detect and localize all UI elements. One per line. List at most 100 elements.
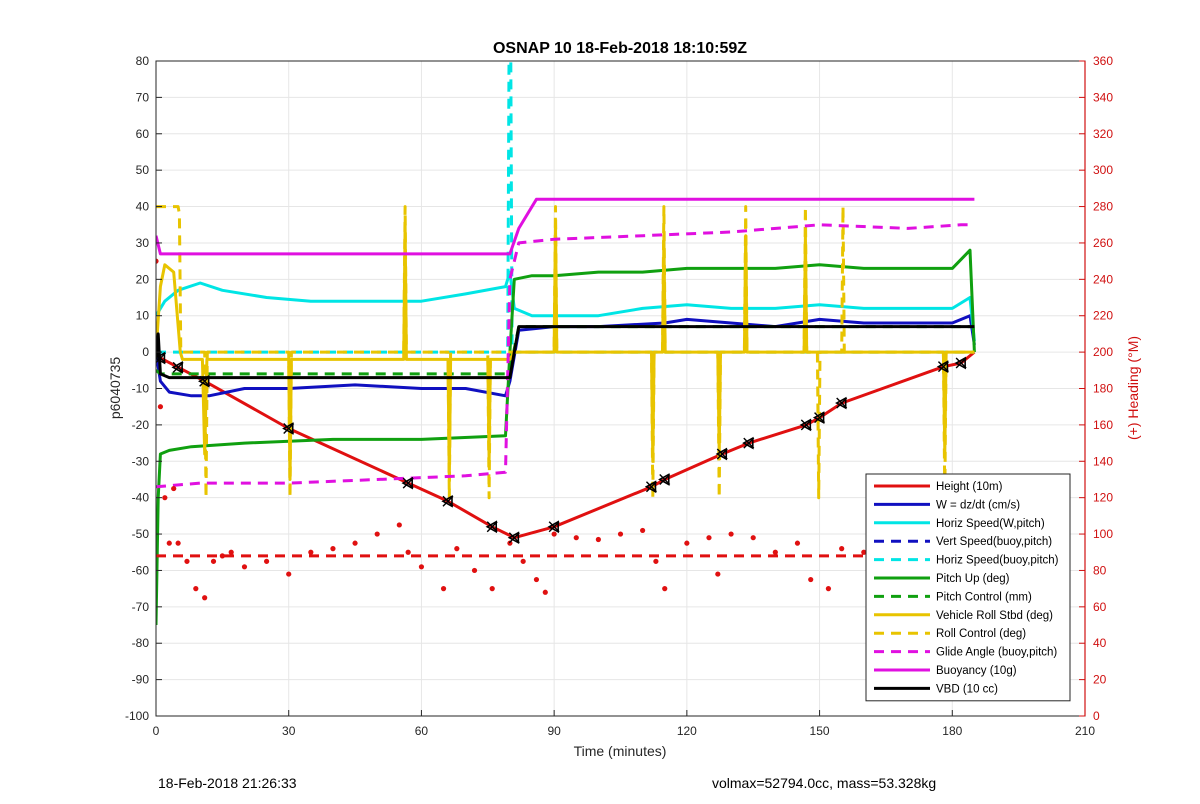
heading-point — [454, 546, 460, 552]
plot-area — [156, 61, 978, 626]
heading-point — [352, 540, 358, 546]
heading-point — [653, 558, 659, 564]
legend-label: Vert Speed(buoy,pitch) — [936, 536, 1052, 548]
height-marker — [715, 447, 728, 461]
y-right-tick-label: 160 — [1093, 418, 1113, 432]
heading-point — [825, 586, 832, 592]
heading-point — [489, 586, 495, 592]
x-tick-label: 180 — [942, 724, 962, 738]
series-line-buoyancy-10g — [156, 197, 975, 256]
heading-point — [210, 558, 217, 564]
y-left-tick-label: -40 — [132, 491, 150, 505]
legend-label: VBD (10 cc) — [936, 683, 998, 695]
y-left-tick-label: 60 — [136, 127, 150, 141]
height-marker — [198, 374, 211, 388]
heading-point — [330, 546, 336, 552]
height-marker — [742, 436, 755, 450]
legend-label: Horiz Speed(W,pitch) — [936, 518, 1045, 530]
series-line-roll-control-deg — [156, 205, 975, 500]
heading-point — [684, 540, 690, 546]
y-right-tick-label: 360 — [1093, 54, 1113, 68]
heading-point — [706, 535, 712, 541]
height-marker — [401, 476, 414, 490]
y-right-tick-label: 220 — [1093, 309, 1113, 323]
heading-point — [715, 571, 721, 577]
x-tick-label: 120 — [677, 724, 697, 738]
heading-point — [396, 522, 402, 528]
y-right-tick-label: 340 — [1093, 90, 1113, 104]
series-line-height-10m — [156, 350, 976, 540]
chart-title: OSNAP 10 18-Feb-2018 18:10:59Z — [493, 40, 747, 57]
heading-point — [662, 586, 668, 592]
series-line-pitch-up-deg — [156, 248, 976, 626]
heading-point — [263, 558, 270, 564]
y-left-tick-label: 70 — [136, 90, 150, 104]
y-left-tick-label: 80 — [136, 54, 150, 68]
legend-label: Buoyancy (10g) — [936, 665, 1017, 677]
y-right-tick-label: 60 — [1093, 600, 1107, 614]
y-left-tick-label: -50 — [132, 527, 150, 541]
heading-point — [794, 540, 801, 546]
legend-label: Vehicle Roll Stbd (deg) — [936, 610, 1053, 622]
y-axis-right-label: (+) Heading (°M) — [1125, 336, 1141, 440]
legend-label: Height (10m) — [936, 481, 1003, 493]
y-axis-left-label: p6040735 — [107, 357, 123, 420]
series-line-glide-angle-buoy-pitch — [156, 223, 975, 489]
heading-point — [308, 549, 314, 555]
height-marker — [547, 520, 560, 534]
y-axis-left: -100-90-80-70-60-50-40-30-20-10010203040… — [125, 54, 162, 723]
heading-point — [551, 531, 557, 537]
y-right-tick-label: 240 — [1093, 272, 1113, 286]
legend-label: Roll Control (deg) — [936, 628, 1026, 640]
x-tick-label: 0 — [153, 724, 160, 738]
heading-point — [405, 549, 411, 555]
height-marker — [441, 494, 454, 508]
y-right-tick-label: 80 — [1093, 563, 1107, 577]
heading-point — [839, 546, 845, 552]
legend-label: Pitch Control (mm) — [936, 591, 1032, 603]
legend-label: Horiz Speed(buoy,pitch) — [936, 555, 1059, 567]
y-left-tick-label: -80 — [132, 636, 150, 650]
y-right-tick-label: 260 — [1093, 236, 1113, 250]
x-tick-label: 90 — [547, 724, 561, 738]
heading-point — [418, 564, 425, 570]
y-right-tick-label: 320 — [1093, 127, 1113, 141]
y-left-tick-label: 30 — [136, 236, 150, 250]
y-right-tick-label: 140 — [1093, 454, 1113, 468]
heading-point — [471, 567, 478, 574]
y-left-tick-label: 10 — [136, 309, 150, 323]
heading-point — [728, 531, 734, 537]
series-line-vbd-10-cc — [156, 325, 975, 380]
y-right-tick-label: 0 — [1093, 709, 1100, 723]
height-marker — [171, 360, 184, 374]
series-line-horiz-speed-w-pitch — [156, 270, 976, 342]
heading-point — [171, 485, 177, 492]
y-right-tick-label: 20 — [1093, 673, 1107, 687]
heading-point — [750, 535, 756, 541]
heading-point — [166, 540, 172, 546]
y-left-tick-label: -70 — [132, 600, 150, 614]
legend-label: W = dz/dt (cm/s) — [936, 499, 1020, 511]
heading-point — [241, 564, 248, 570]
footer-vehicle-info: volmax=52794.0cc, mass=53.328kg — [712, 775, 937, 791]
height-marker — [485, 520, 498, 534]
heading-point — [595, 536, 601, 543]
y-left-tick-label: 40 — [136, 200, 150, 214]
y-left-tick-label: -100 — [125, 709, 149, 723]
heading-point — [640, 527, 646, 534]
x-tick-label: 210 — [1075, 724, 1095, 738]
y-right-tick-label: 200 — [1093, 345, 1113, 359]
y-axis-right: 0 20 40 60 80 100 120 140 160 180 200 220 240 260 280 3… — [1079, 54, 1113, 723]
y-left-tick-label: 0 — [142, 345, 149, 359]
heading-point — [228, 549, 234, 555]
height-marker — [507, 531, 520, 545]
height-marker — [644, 480, 657, 494]
x-axis-label: Time (minutes) — [574, 743, 667, 759]
y-left-tick-label: -30 — [132, 454, 150, 468]
height-marker — [156, 351, 166, 365]
heading-point — [286, 571, 292, 577]
height-marker — [954, 356, 967, 370]
y-right-tick-label: 280 — [1093, 200, 1113, 214]
y-left-tick-label: -60 — [132, 563, 150, 577]
heading-point — [507, 540, 513, 546]
